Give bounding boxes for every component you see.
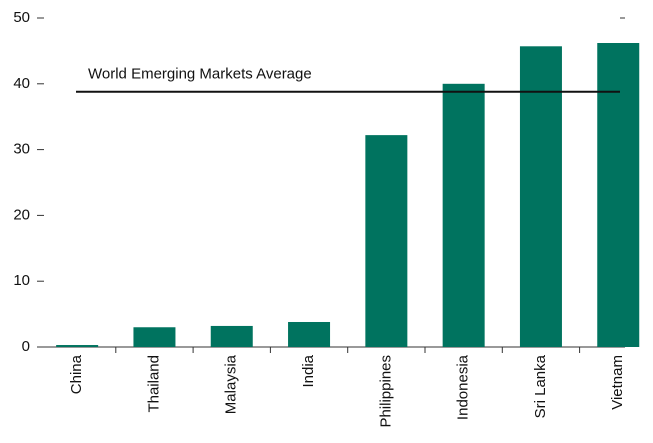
x-tick-label: Indonesia: [455, 354, 472, 420]
bar: [56, 345, 99, 347]
y-tick-label: 10: [13, 272, 30, 289]
bar: [597, 43, 640, 348]
x-tick-label: China: [68, 354, 85, 394]
y-tick-label: 40: [13, 75, 30, 92]
x-tick-label: India: [300, 354, 317, 387]
x-tick-label: Sri Lanka: [532, 354, 549, 418]
reference-label: World Emerging Markets Average: [88, 66, 312, 83]
y-tick-label: 0: [22, 338, 30, 355]
x-tick-label: Thailand: [145, 355, 162, 413]
y-tick-label: 30: [13, 141, 30, 158]
x-tick-label: Philippines: [377, 355, 394, 428]
bar: [519, 46, 562, 347]
bar: [365, 135, 408, 347]
x-tick-label: Vietnam: [609, 355, 626, 410]
bar: [442, 83, 485, 348]
bar: [288, 321, 331, 347]
y-tick-label: 20: [13, 206, 30, 223]
y-tick-label: 50: [13, 9, 30, 26]
bar: [210, 325, 253, 347]
x-tick-label: Malaysia: [223, 354, 240, 414]
bar: [133, 327, 176, 347]
